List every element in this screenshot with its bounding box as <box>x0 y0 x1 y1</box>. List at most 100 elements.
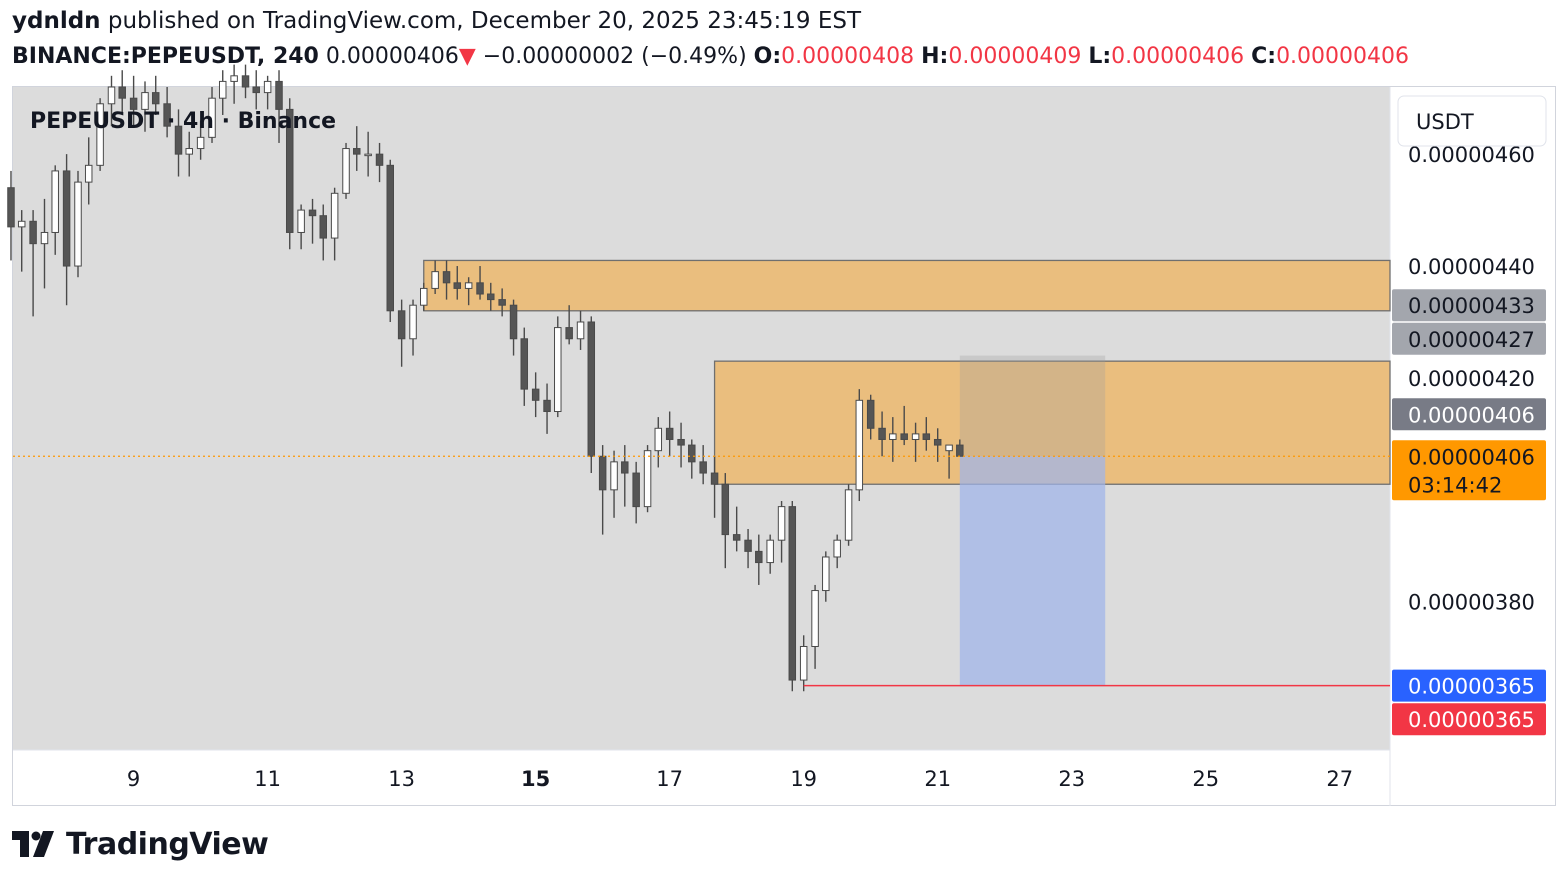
candle <box>610 450 618 518</box>
candle <box>732 506 741 552</box>
candle-body-down <box>565 327 573 340</box>
candle <box>17 210 26 272</box>
candle <box>263 75 272 110</box>
candle-body-down <box>699 461 707 474</box>
price-label-badge: 0.00000365 <box>1392 669 1546 702</box>
candle-body-down <box>397 310 406 340</box>
candle <box>922 417 931 451</box>
candle-body-down <box>632 472 640 508</box>
candle-body-up <box>855 399 864 491</box>
currency-button[interactable]: USDT <box>1397 95 1547 147</box>
price-tick-label: 0.00000440 <box>1408 255 1535 279</box>
tradingview-logo[interactable]: TradingView <box>12 824 269 864</box>
down-arrow-icon: ▼ <box>458 44 476 69</box>
high-label: H: <box>921 44 949 69</box>
candle-body-down <box>118 86 126 99</box>
candle-body-down <box>531 388 540 401</box>
candle <box>275 70 283 143</box>
candle <box>352 126 361 171</box>
candle-body-down <box>933 438 942 446</box>
candle-body-up <box>74 181 82 267</box>
candle-body-up <box>554 327 562 413</box>
candle-body-up <box>96 103 104 166</box>
price-label-badge: 0.00000433 <box>1392 289 1546 322</box>
chart-title: PEPEUSDT · 4h · Binance <box>30 109 336 134</box>
price-label-badge: 0.00000406 <box>1392 398 1546 431</box>
candle <box>621 445 629 507</box>
candle <box>218 70 227 115</box>
price-label-badge: 0.00000365 <box>1392 703 1546 736</box>
candle-body-down <box>498 299 506 306</box>
candle <box>721 473 730 569</box>
price-label-text: 0.00000365 <box>1408 708 1535 732</box>
candle-body-up <box>844 489 853 541</box>
candle <box>7 170 15 261</box>
candle <box>40 198 49 289</box>
candle <box>442 260 451 300</box>
time-tick-label: 27 <box>1326 767 1353 791</box>
candle <box>431 260 439 295</box>
supply-zone-1 <box>423 259 1391 312</box>
price-label-badge: 0.00000406 03:14:42 <box>1392 440 1546 501</box>
candle-body-up <box>643 450 652 508</box>
candle-body-up <box>17 220 26 228</box>
candle <box>531 372 540 418</box>
position-stop-area <box>959 456 1106 686</box>
time-tick-label: 13 <box>388 767 415 791</box>
price-label-bg <box>1392 398 1546 431</box>
candle <box>643 445 652 513</box>
candle <box>811 584 819 669</box>
published-text: published on TradingView.com, December 2… <box>107 8 862 34</box>
candle-body-down <box>732 534 741 541</box>
candle <box>62 154 71 306</box>
price-axis[interactable]: 0.00000460 0.00000440 0.00000420 0.00000380… <box>1392 143 1546 736</box>
candle <box>866 394 875 440</box>
candle-body-up <box>40 231 49 245</box>
candle <box>174 109 183 177</box>
candle-body-down <box>922 433 931 440</box>
price-label-bg <box>1392 440 1546 501</box>
candle-body-up <box>107 86 116 105</box>
candle <box>710 456 719 518</box>
long-position-tool[interactable] <box>959 355 1106 686</box>
time-tick-label: 9 <box>127 767 140 791</box>
candle <box>677 422 685 468</box>
candle-body-down <box>7 187 15 228</box>
candle-body-up <box>777 506 786 541</box>
candle-body-down <box>62 170 71 267</box>
candle-body-up <box>208 97 216 138</box>
candle <box>96 98 104 171</box>
candle-body-down <box>163 103 171 127</box>
candle <box>554 316 562 418</box>
candle <box>777 501 786 563</box>
candle <box>84 137 93 205</box>
candle <box>51 165 59 255</box>
time-axis[interactable]: 9 11 13 15 17 19 21 23 25 27 <box>127 767 1353 791</box>
candle <box>587 316 596 474</box>
currency-label[interactable]: USDT <box>1416 110 1474 134</box>
candle-body-down <box>308 209 317 217</box>
candle <box>878 411 886 457</box>
author-name[interactable]: ydnldn <box>12 8 101 34</box>
candle-body-down <box>442 271 451 284</box>
candle-body-up <box>263 80 272 94</box>
symbol-name: BINANCE:PEPEUSDT, 240 <box>12 44 319 69</box>
price-label-bg <box>1392 322 1546 355</box>
candle <box>397 299 406 367</box>
candle <box>409 299 417 356</box>
symbol-info-bar: BINANCE:PEPEUSDT, 240 0.00000406▼ −0.000… <box>12 44 1409 69</box>
candle <box>297 204 305 250</box>
currency-button-bg[interactable] <box>1397 95 1547 147</box>
candle <box>364 131 372 177</box>
candle-body-up <box>654 427 663 452</box>
candle <box>945 444 953 479</box>
candle-body-up <box>431 271 439 289</box>
candle <box>487 282 495 311</box>
price-change: −0.00000002 (−0.49%) <box>482 44 747 69</box>
candle <box>464 277 473 306</box>
price-label-bg <box>1392 703 1546 736</box>
candle-body-up <box>364 153 372 157</box>
candle-body-down <box>866 399 875 429</box>
candle-body-up <box>342 148 350 194</box>
